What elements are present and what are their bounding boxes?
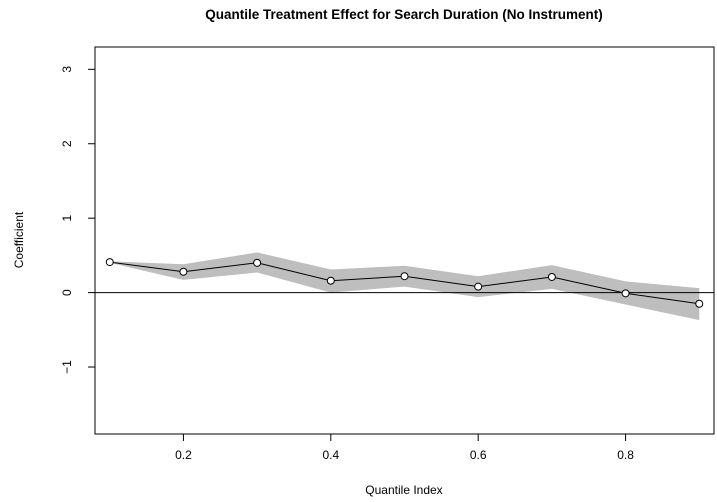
confidence-band	[109, 252, 700, 321]
data-point	[695, 299, 704, 308]
data-point	[474, 282, 483, 291]
data-point	[326, 276, 335, 285]
x-axis-label: Quantile Index	[365, 483, 442, 497]
data-point	[621, 289, 630, 298]
data-point	[179, 267, 188, 276]
y-axis-label: Coefficient	[12, 211, 26, 268]
data-point	[547, 272, 556, 281]
plot-area	[95, 252, 714, 321]
y-tick-label: 3	[60, 66, 74, 73]
data-point	[105, 258, 114, 267]
y-tick-label: 0	[60, 289, 74, 296]
data-point	[253, 258, 262, 267]
x-tick-label: 0.2	[175, 448, 192, 462]
x-axis: 0.2 0.4 0.6 0.8	[175, 433, 634, 462]
x-tick-label: 0.6	[470, 448, 487, 462]
x-tick-label: 0.4	[322, 448, 339, 462]
y-axis: −1 0 1 2 3	[60, 66, 96, 374]
y-tick-label: −1	[60, 360, 74, 374]
data-point	[400, 272, 409, 281]
y-tick-label: 2	[60, 140, 74, 147]
plot-frame	[94, 46, 715, 435]
chart-title: Quantile Treatment Effect for Search Dur…	[205, 7, 603, 22]
x-tick-label: 0.8	[617, 448, 634, 462]
y-tick-label: 1	[60, 215, 74, 222]
